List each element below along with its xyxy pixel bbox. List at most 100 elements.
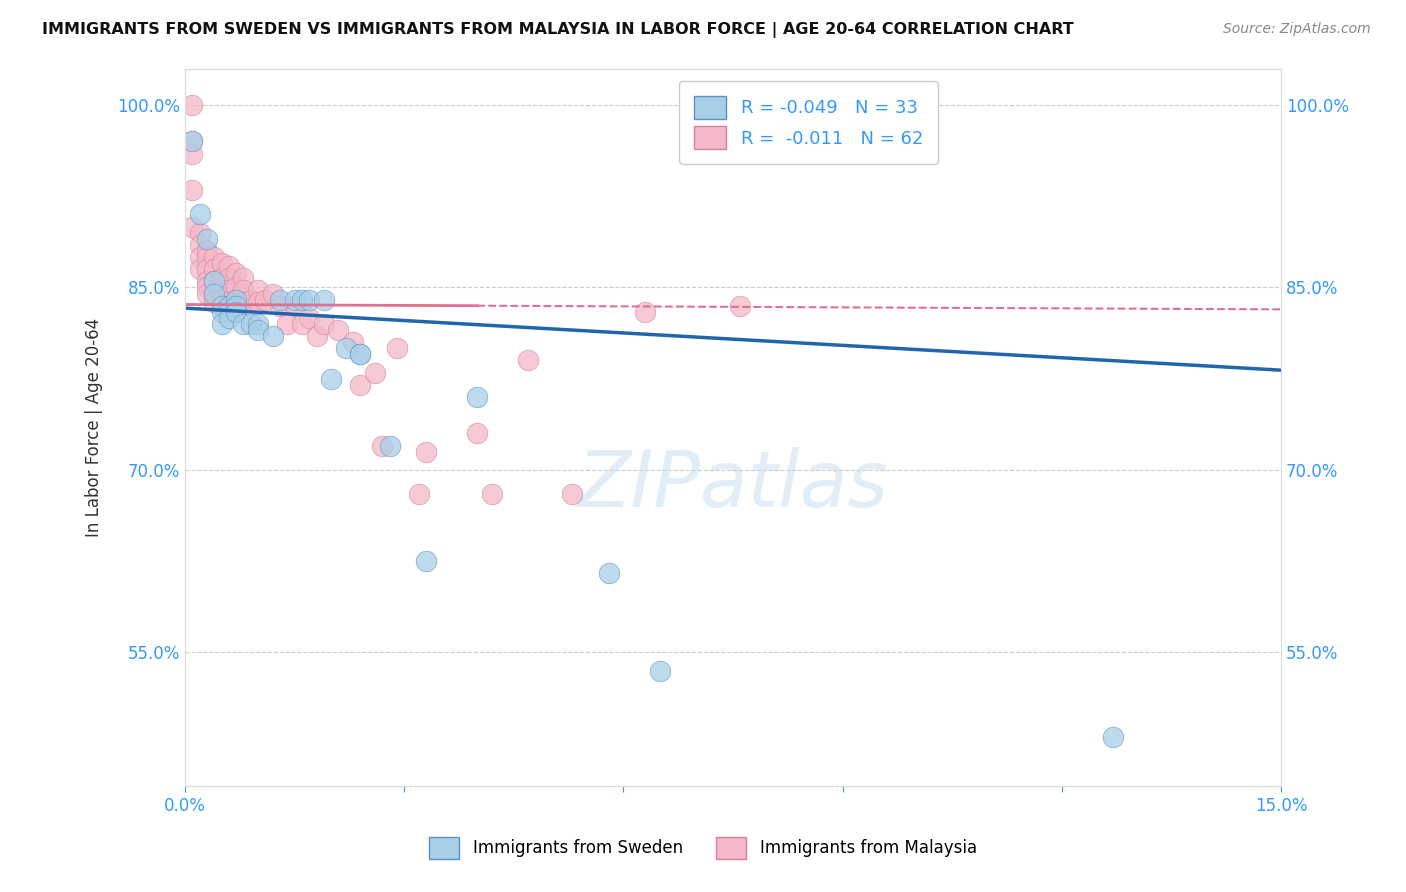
Point bbox=[218, 299, 240, 313]
Point bbox=[188, 250, 211, 264]
Point bbox=[254, 293, 277, 307]
Point bbox=[225, 293, 247, 307]
Point bbox=[225, 305, 247, 319]
Text: Source: ZipAtlas.com: Source: ZipAtlas.com bbox=[1223, 22, 1371, 37]
Point bbox=[247, 323, 270, 337]
Point bbox=[225, 299, 247, 313]
Point bbox=[225, 305, 247, 319]
Point bbox=[232, 317, 254, 331]
Point bbox=[239, 293, 262, 307]
Point bbox=[188, 226, 211, 240]
Text: ZIPatlas: ZIPatlas bbox=[578, 447, 889, 523]
Point bbox=[598, 566, 620, 581]
Point bbox=[247, 283, 270, 297]
Point bbox=[211, 293, 233, 307]
Point bbox=[465, 390, 488, 404]
Point bbox=[211, 299, 233, 313]
Point bbox=[218, 295, 240, 310]
Point bbox=[225, 293, 247, 307]
Point bbox=[312, 293, 335, 307]
Point bbox=[188, 238, 211, 252]
Legend: R = -0.049   N = 33, R =  -0.011   N = 62: R = -0.049 N = 33, R = -0.011 N = 62 bbox=[679, 81, 938, 163]
Point bbox=[269, 299, 291, 313]
Point bbox=[328, 323, 350, 337]
Point bbox=[284, 293, 307, 307]
Point bbox=[321, 372, 343, 386]
Point bbox=[232, 270, 254, 285]
Point bbox=[211, 317, 233, 331]
Point bbox=[211, 256, 233, 270]
Point bbox=[225, 266, 247, 280]
Point bbox=[312, 317, 335, 331]
Point bbox=[211, 299, 233, 313]
Point bbox=[195, 280, 218, 294]
Legend: Immigrants from Sweden, Immigrants from Malaysia: Immigrants from Sweden, Immigrants from … bbox=[418, 825, 988, 871]
Point bbox=[188, 207, 211, 221]
Point bbox=[239, 317, 262, 331]
Point bbox=[481, 487, 503, 501]
Point bbox=[371, 439, 394, 453]
Point bbox=[517, 353, 540, 368]
Point bbox=[195, 232, 218, 246]
Point bbox=[349, 377, 371, 392]
Point bbox=[195, 286, 218, 301]
Point bbox=[269, 293, 291, 307]
Text: IMMIGRANTS FROM SWEDEN VS IMMIGRANTS FROM MALAYSIA IN LABOR FORCE | AGE 20-64 CO: IMMIGRANTS FROM SWEDEN VS IMMIGRANTS FRO… bbox=[42, 22, 1074, 38]
Point bbox=[298, 310, 321, 325]
Point bbox=[364, 366, 387, 380]
Point bbox=[262, 329, 284, 343]
Y-axis label: In Labor Force | Age 20-64: In Labor Force | Age 20-64 bbox=[86, 318, 103, 537]
Point bbox=[211, 283, 233, 297]
Point bbox=[298, 293, 321, 307]
Point bbox=[218, 283, 240, 297]
Point bbox=[218, 310, 240, 325]
Point bbox=[349, 347, 371, 361]
Point bbox=[561, 487, 583, 501]
Point bbox=[202, 286, 225, 301]
Point bbox=[225, 280, 247, 294]
Point bbox=[202, 274, 225, 288]
Point bbox=[232, 295, 254, 310]
Point bbox=[291, 293, 314, 307]
Point bbox=[634, 305, 657, 319]
Point bbox=[648, 664, 671, 678]
Point bbox=[181, 183, 204, 197]
Point bbox=[385, 341, 408, 355]
Point bbox=[202, 250, 225, 264]
Point bbox=[181, 98, 204, 112]
Point bbox=[195, 250, 218, 264]
Point bbox=[262, 286, 284, 301]
Point bbox=[211, 305, 233, 319]
Point bbox=[408, 487, 430, 501]
Point bbox=[1102, 731, 1125, 745]
Point bbox=[378, 439, 401, 453]
Point bbox=[211, 270, 233, 285]
Point bbox=[730, 299, 752, 313]
Point bbox=[218, 259, 240, 273]
Point bbox=[195, 262, 218, 277]
Point bbox=[349, 347, 371, 361]
Point bbox=[415, 554, 437, 568]
Point bbox=[195, 274, 218, 288]
Point bbox=[202, 262, 225, 277]
Point bbox=[335, 341, 357, 355]
Point bbox=[202, 274, 225, 288]
Point bbox=[291, 317, 314, 331]
Point bbox=[415, 444, 437, 458]
Point bbox=[247, 317, 270, 331]
Point bbox=[218, 270, 240, 285]
Point bbox=[195, 244, 218, 258]
Point bbox=[202, 295, 225, 310]
Point bbox=[181, 219, 204, 234]
Point bbox=[284, 299, 307, 313]
Point bbox=[247, 295, 270, 310]
Point bbox=[202, 286, 225, 301]
Point bbox=[188, 262, 211, 277]
Point bbox=[181, 146, 204, 161]
Point bbox=[305, 329, 328, 343]
Point bbox=[181, 135, 204, 149]
Point bbox=[465, 426, 488, 441]
Point bbox=[181, 135, 204, 149]
Point bbox=[276, 317, 298, 331]
Point bbox=[232, 283, 254, 297]
